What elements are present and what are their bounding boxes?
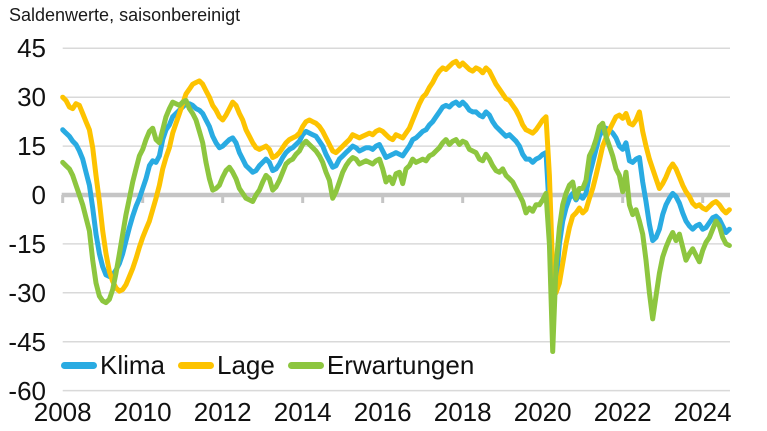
chart-title: Saldenwerte, saisonbereinigt: [9, 5, 241, 25]
legend-label-lage: Lage: [217, 350, 275, 380]
legend-label-klima: Klima: [100, 350, 166, 380]
y-axis-label: -45: [8, 326, 46, 357]
y-axis-label: 45: [17, 33, 46, 64]
y-axis-label: 0: [31, 180, 46, 210]
legend-item-erwartungen: Erwartungen: [287, 350, 475, 380]
legend-label-erwartungen: Erwartungen: [326, 350, 475, 380]
y-axis-label: 30: [17, 82, 46, 113]
y-axis-label: -30: [8, 277, 46, 308]
x-axis-label: 2010: [113, 397, 172, 427]
x-axis-label: 2016: [353, 397, 412, 427]
legend-item-lage: Lage: [178, 352, 275, 378]
y-axis-label: -15: [8, 228, 46, 259]
x-axis-label: 2014: [273, 397, 332, 427]
legend-item-klima: Klima: [61, 352, 165, 378]
y-axis-label: -60: [8, 375, 46, 406]
klima-line-swatch: [61, 361, 97, 369]
lage-line-swatch: [178, 361, 215, 369]
series-line-lage: [60, 58, 732, 296]
x-axis-label: 2018: [433, 397, 492, 427]
legend: Klima Lage Erwartungen: [61, 352, 474, 378]
series-line-erwartungen: [60, 98, 732, 354]
x-axis-label: 2022: [593, 397, 652, 427]
x-axis-label: 2020: [513, 397, 572, 427]
erwartungen-line-swatch: [287, 361, 324, 369]
series-line-klima: [60, 99, 732, 306]
x-axis-label: 2008: [33, 397, 92, 427]
x-axis-label: 2024: [673, 397, 732, 427]
y-axis-label: 15: [17, 131, 46, 162]
x-axis-label: 2012: [193, 397, 252, 427]
